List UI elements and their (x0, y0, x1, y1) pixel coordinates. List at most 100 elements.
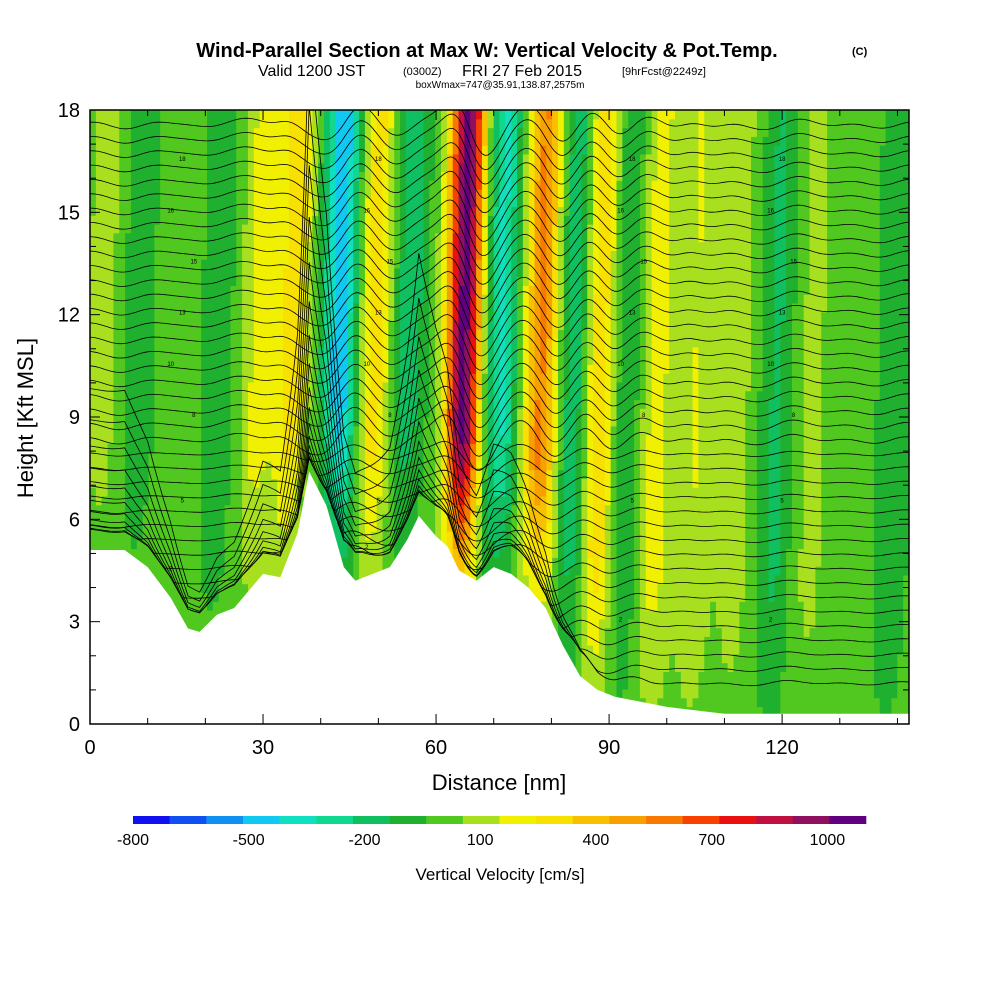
velocity-cell (464, 276, 471, 287)
velocity-cell (487, 531, 506, 541)
velocity-cell (364, 136, 372, 146)
velocity-cell (113, 373, 126, 383)
velocity-cell (698, 460, 746, 471)
velocity-cell (493, 434, 512, 444)
velocity-cell (563, 259, 571, 269)
velocity-cell (341, 557, 354, 567)
velocity-cell (587, 267, 594, 278)
velocity-cell (318, 250, 325, 260)
velocity-cell (756, 408, 770, 418)
velocity-cell (616, 469, 635, 479)
velocity-cell (294, 425, 302, 436)
velocity-cell (704, 636, 723, 646)
velocity-cell (347, 364, 354, 374)
velocity-cell (283, 320, 302, 330)
velocity-cell (476, 390, 483, 401)
velocity-cell (476, 162, 483, 172)
velocity-cell (160, 153, 208, 164)
velocity-cell (464, 399, 471, 409)
velocity-cell (780, 460, 793, 471)
velocity-cell (242, 566, 302, 576)
velocity-cell (610, 566, 618, 576)
velocity-cell (441, 329, 448, 339)
velocity-cell (511, 399, 518, 409)
velocity-cell (809, 197, 828, 208)
velocity-cell (809, 206, 828, 216)
velocity-cell (329, 417, 337, 427)
velocity-cell (130, 136, 161, 146)
velocity-cell (751, 373, 764, 383)
velocity-cell (534, 381, 547, 392)
velocity-cell (458, 215, 465, 225)
velocity-cell (762, 250, 776, 260)
velocity-cell (458, 302, 471, 313)
velocity-cell (505, 522, 512, 532)
velocity-cell (768, 522, 781, 532)
velocity-cell (446, 364, 454, 374)
velocity-cell (201, 452, 231, 462)
velocity-cell (803, 408, 822, 418)
velocity-cell (745, 469, 758, 479)
velocity-cell (90, 487, 97, 497)
velocity-cell (616, 162, 623, 172)
velocity-cell (288, 180, 308, 190)
velocity-cell (587, 548, 606, 558)
velocity-cell (558, 478, 565, 488)
velocity-cell (253, 188, 290, 199)
velocity-cell (780, 452, 793, 462)
velocity-cell (792, 531, 805, 541)
velocity-cell (558, 487, 565, 497)
velocity-cell (464, 408, 471, 418)
velocity-cell (487, 180, 495, 190)
velocity-cell (546, 425, 553, 436)
velocity-cell (517, 443, 524, 453)
velocity-cell (669, 232, 699, 243)
velocity-cell (634, 495, 641, 506)
velocity-cell (873, 513, 909, 523)
velocity-cell (306, 197, 313, 208)
velocity-cell (827, 285, 881, 295)
velocity-cell (517, 364, 524, 374)
velocity-cell (634, 592, 641, 602)
velocity-cell (324, 495, 331, 506)
velocity-cell (546, 320, 553, 330)
velocity-cell (394, 364, 401, 374)
velocity-cell (481, 460, 489, 471)
velocity-cell (230, 417, 243, 427)
velocity-cell (441, 355, 448, 365)
velocity-cell (160, 188, 208, 199)
velocity-cell (435, 513, 442, 523)
velocity-cell (540, 224, 547, 234)
velocity-cell (616, 513, 635, 523)
velocity-cell (452, 381, 460, 392)
velocity-cell (634, 408, 641, 418)
colorbar-swatch (206, 816, 244, 824)
velocity-cell (546, 267, 553, 278)
velocity-cell (306, 224, 313, 234)
velocity-cell (616, 671, 629, 681)
colorbar-swatch (829, 816, 867, 824)
velocity-cell (499, 127, 506, 137)
velocity-cell (827, 302, 881, 313)
velocity-cell (458, 355, 465, 365)
velocity-cell (821, 355, 881, 365)
colorbar-swatch (536, 816, 574, 824)
velocity-cell (324, 180, 331, 190)
velocity-cell (639, 443, 647, 453)
velocity-cell (329, 197, 337, 208)
velocity-cell (201, 539, 226, 550)
velocity-cell (546, 294, 553, 304)
velocity-cell (756, 566, 770, 576)
velocity-cell (675, 653, 705, 664)
velocity-cell (388, 110, 395, 120)
theta-contour-line (90, 256, 909, 314)
velocity-cell (446, 390, 454, 401)
velocity-cell (452, 294, 460, 304)
velocity-cell (423, 110, 436, 120)
velocity-cell (347, 224, 354, 234)
velocity-cell (505, 294, 512, 304)
velocity-cell (441, 224, 448, 234)
velocity-cell (598, 645, 606, 655)
velocity-cell (347, 531, 354, 541)
velocity-cell (809, 285, 828, 295)
